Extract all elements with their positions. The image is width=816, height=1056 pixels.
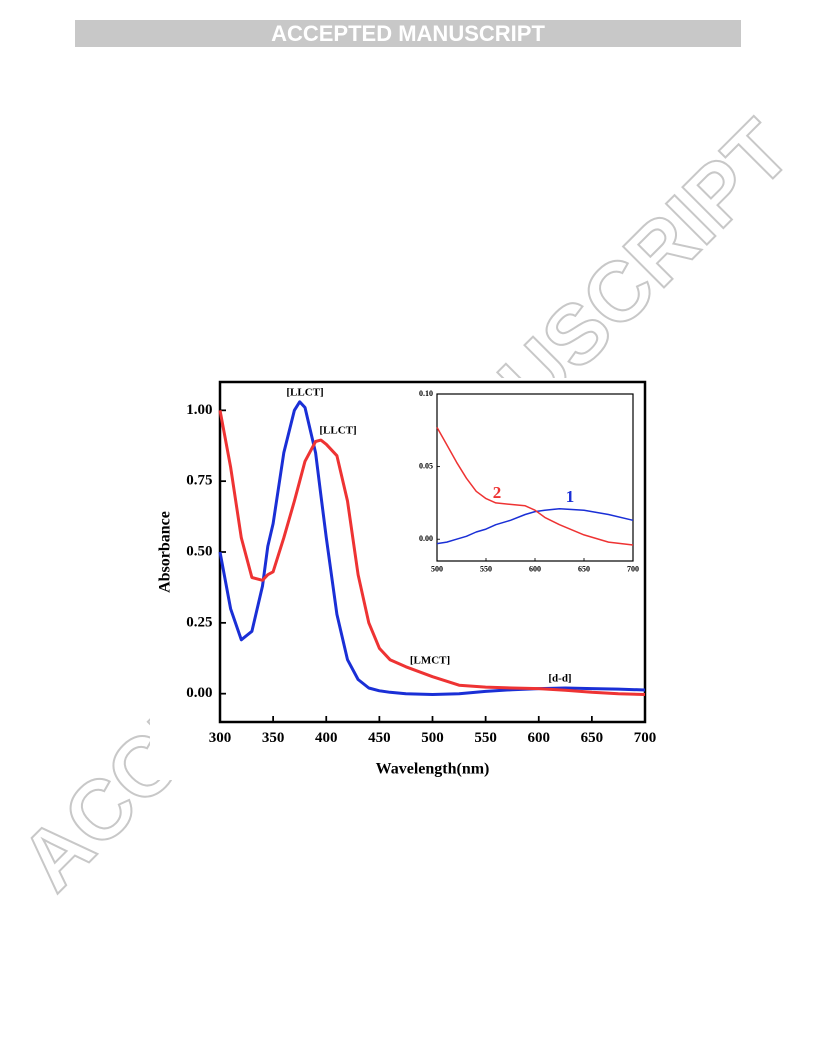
data-line [218,410,646,696]
y-tick-label: 0.00 [186,685,212,701]
y-tick-label: 0.75 [186,473,212,489]
x-tick-label: 550 [480,565,492,574]
y-axis-title: Absorbance [157,511,174,593]
plot-frame [436,393,634,562]
y-tick-label: 0.00 [419,534,433,543]
y-tick-label: 0.25 [186,614,212,630]
series-label: 1 [566,487,575,506]
x-tick-label: 700 [627,565,639,574]
annotation: [LMCT] [410,655,450,667]
data-line [436,427,634,546]
x-tick-label: 600 [528,730,551,746]
x-tick-label: 650 [578,565,590,574]
header-bar [75,20,741,47]
y-tick-label: 0.05 [419,461,433,470]
x-tick-label: 300 [209,730,232,746]
x-tick-label: 400 [315,730,338,746]
header-title: ACCEPTED MANUSCRIPT [271,21,545,46]
x-axis-title: Wavelength(nm) [376,761,490,778]
x-tick-label: 350 [262,730,285,746]
x-tick-label: 650 [581,730,604,746]
x-tick-label: 500 [421,730,444,746]
annotation: [d-d] [548,673,571,685]
x-tick-label: 500 [431,565,443,574]
y-tick-label: 0.10 [419,389,433,398]
x-tick-label: 550 [474,730,497,746]
y-tick-label: 1.00 [186,402,212,418]
data-line [436,507,634,545]
y-tick-label: 0.50 [186,543,212,559]
x-tick-label: 600 [529,565,541,574]
annotation: [LLCT] [286,387,323,399]
annotation: [LLCT] [319,425,356,437]
x-tick-label: 450 [368,730,391,746]
series-label: 2 [493,483,502,502]
x-tick-label: 700 [634,730,657,746]
